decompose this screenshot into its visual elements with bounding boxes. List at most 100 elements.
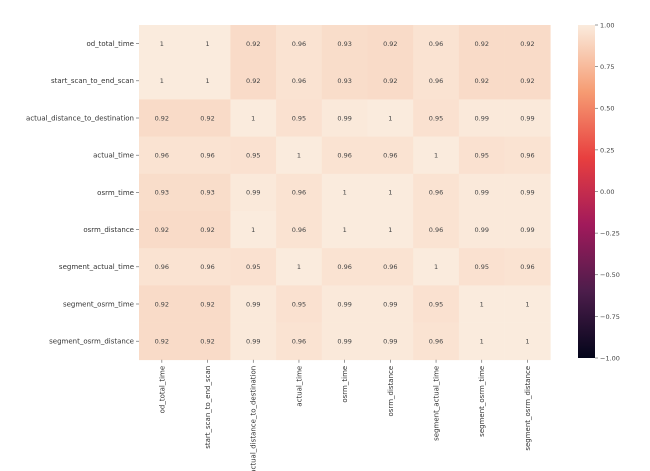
cell-value-label: 1 <box>251 226 255 234</box>
colorbar-tick-label: 0.00 <box>600 188 614 196</box>
heatmap-cell <box>458 99 505 137</box>
heatmap-cell <box>367 99 414 137</box>
heatmap-cell <box>458 322 505 361</box>
colorbar-gradient <box>578 25 595 358</box>
heatmap-cell <box>367 173 414 212</box>
cell-value-label: 0.92 <box>200 226 214 234</box>
cell-value-label: 0.99 <box>337 338 351 346</box>
heatmap-cell <box>230 322 277 361</box>
y-tick-label: osrm_distance <box>83 226 134 234</box>
colorbar-tick-label: −0.75 <box>600 313 620 321</box>
x-tick-label: actual_distance_to_destination <box>250 366 258 471</box>
heatmap-cell <box>139 285 185 323</box>
heatmap-cell <box>504 136 551 175</box>
heatmap-cell <box>413 25 460 63</box>
heatmap-cell <box>504 322 551 361</box>
cell-value-label: 0.99 <box>520 226 534 234</box>
heatmap-cell <box>276 173 323 212</box>
heatmap-cell <box>458 25 505 63</box>
cell-value-label: 1 <box>160 40 164 48</box>
cell-value-label: 0.93 <box>200 189 214 197</box>
heatmap-cell <box>276 99 323 137</box>
heatmap-cell <box>321 25 368 63</box>
cell-value-label: 0.99 <box>475 226 489 234</box>
cell-value-label: 1 <box>480 300 484 308</box>
cell-value-label: 0.99 <box>383 338 397 346</box>
heatmap-cell <box>230 136 277 175</box>
heatmap-cell <box>367 322 414 361</box>
cell-value-label: 0.96 <box>429 189 443 197</box>
heatmap-cell <box>230 99 277 137</box>
cell-value-label: 0.96 <box>429 338 443 346</box>
heatmap-cell <box>504 99 551 137</box>
colorbar-tick-label: −0.50 <box>600 271 620 279</box>
cell-value-label: 0.99 <box>383 300 397 308</box>
heatmap-cell <box>184 248 231 286</box>
heatmap-cell <box>413 62 460 100</box>
y-tick-label: segment_actual_time <box>59 263 134 271</box>
cell-value-label: 0.99 <box>520 114 534 122</box>
cell-value-label: 0.96 <box>292 189 306 197</box>
colorbar-tick-label: 0.50 <box>600 105 614 113</box>
cell-value-label: 0.96 <box>383 263 397 271</box>
cell-value-label: 0.92 <box>155 226 169 234</box>
cell-value-label: 0.96 <box>337 152 351 160</box>
colorbar-tick-label: 0.75 <box>600 63 614 71</box>
heatmap-cell <box>321 136 368 175</box>
cell-value-label: 0.96 <box>155 152 169 160</box>
cell-value-label: 0.92 <box>200 114 214 122</box>
cell-value-label: 0.92 <box>246 77 260 85</box>
heatmap-cell <box>413 322 460 361</box>
cell-value-label: 0.92 <box>200 338 214 346</box>
heatmap-cell <box>139 136 185 175</box>
cell-value-label: 0.99 <box>246 338 260 346</box>
cell-value-label: 0.96 <box>200 152 214 160</box>
y-tick-label: actual_time <box>93 152 134 160</box>
heatmap-cell <box>458 285 505 323</box>
cell-value-label: 0.99 <box>520 189 534 197</box>
cell-value-label: 1 <box>434 152 438 160</box>
heatmap-cell <box>413 173 460 212</box>
x-tick-label: od_total_time <box>158 366 166 414</box>
x-tick-label: osrm_time <box>341 366 349 403</box>
x-tick-label: segment_osrm_distance <box>524 366 532 451</box>
heatmap-cell <box>139 99 185 137</box>
heatmap-cell <box>458 248 505 286</box>
colorbar-tick-label: 1.00 <box>600 21 614 29</box>
cell-value-label: 0.95 <box>429 300 443 308</box>
heatmap-cell <box>139 173 185 212</box>
cell-value-label: 0.95 <box>246 263 260 271</box>
cell-value-label: 0.96 <box>383 152 397 160</box>
cell-value-label: 1 <box>434 263 438 271</box>
heatmap-cell <box>367 211 414 249</box>
heatmap-cell <box>504 211 551 249</box>
cell-value-label: 1 <box>525 338 529 346</box>
cell-value-label: 1 <box>343 189 347 197</box>
heatmap-cell <box>276 136 323 175</box>
cell-value-label: 1 <box>343 226 347 234</box>
cell-value-label: 0.96 <box>155 263 169 271</box>
cell-value-label: 0.95 <box>292 114 306 122</box>
cell-value-label: 0.99 <box>246 189 260 197</box>
cell-value-label: 1 <box>388 189 392 197</box>
heatmap-cell <box>504 173 551 212</box>
heatmap-cell <box>321 248 368 286</box>
heatmap-cell <box>321 322 368 361</box>
x-tick-label: segment_osrm_time <box>478 366 486 437</box>
heatmap-cell <box>230 285 277 323</box>
row-labels: od_total_time start_scan_to_end_scanactua… <box>26 40 139 346</box>
heatmap-cell <box>184 285 231 323</box>
cell-value-label: 0.96 <box>520 152 534 160</box>
cell-value-label: 0.92 <box>383 77 397 85</box>
y-tick-label: od_total_time <box>86 40 134 48</box>
colorbar-tick-label: −0.25 <box>600 230 620 238</box>
heatmap-cell <box>321 211 368 249</box>
cell-value-label: 0.92 <box>246 40 260 48</box>
heatmap-cell <box>276 211 323 249</box>
x-tick-label: actual_time <box>295 366 303 407</box>
cell-value-label: 0.96 <box>520 263 534 271</box>
cell-value-label: 0.92 <box>155 300 169 308</box>
cell-value-label: 0.93 <box>155 189 169 197</box>
y-tick-label: segment_osrm_time <box>63 300 134 308</box>
cell-value-label: 0.95 <box>292 300 306 308</box>
